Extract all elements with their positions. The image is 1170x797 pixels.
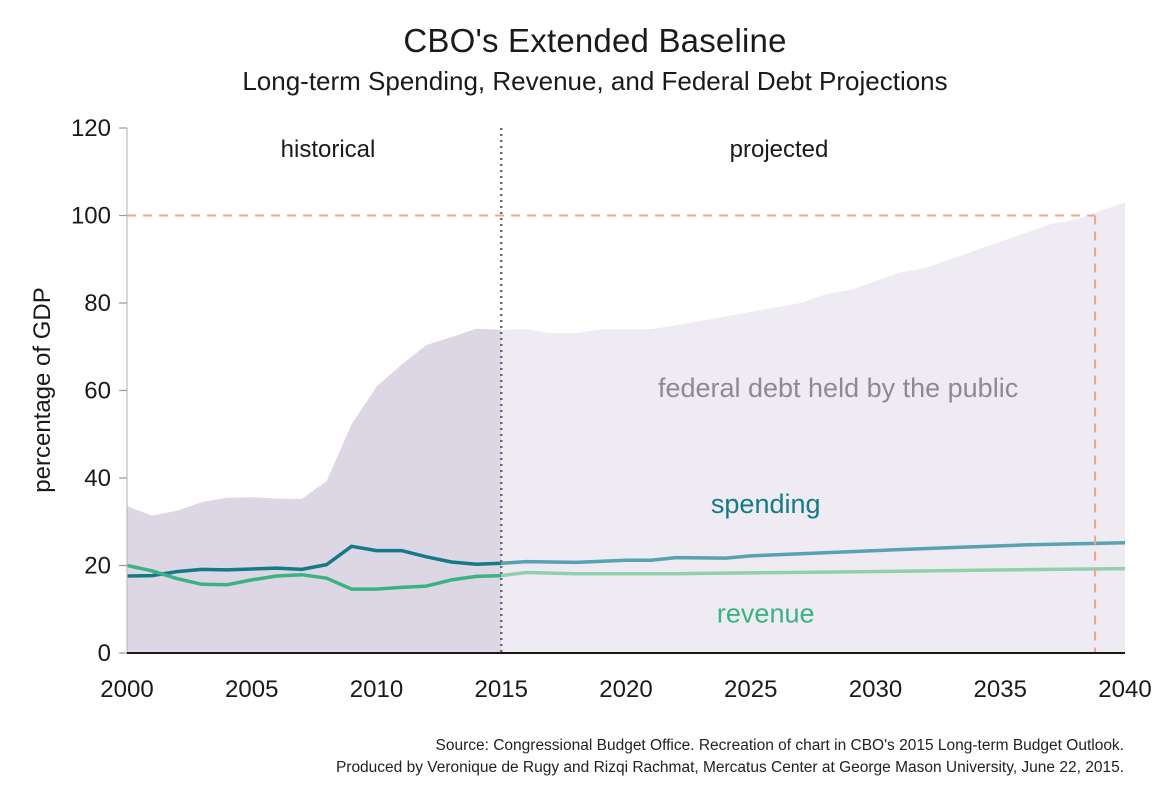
y-tick-label: 60 (84, 378, 111, 405)
region-label-historical: historical (281, 136, 376, 163)
debt-area-projected (501, 202, 1125, 653)
y-tick-label: 40 (84, 465, 111, 492)
y-tick-label: 20 (84, 553, 111, 580)
y-tick-label: 80 (84, 290, 111, 317)
chart-subtitle: Long-term Spending, Revenue, and Federal… (242, 66, 948, 96)
x-tick-label: 2040 (1098, 676, 1151, 703)
spending-line-historical (126, 544, 502, 578)
y-tick-label: 0 (98, 640, 111, 667)
x-tick-label: 2005 (225, 676, 278, 703)
spending-line-projected (501, 541, 1126, 566)
series-label-spending: spending (711, 489, 821, 519)
y-tick-label: 100 (71, 203, 111, 230)
series-label-federal-debt-held-by-the-public: federal debt held by the public (658, 373, 1018, 403)
labels-group: historical projected federal debt held by … (281, 136, 1019, 628)
series-label-revenue: revenue (717, 598, 815, 628)
guides-group (127, 128, 1097, 653)
x-tick-label: 2015 (475, 676, 528, 703)
x-tick-label: 2020 (599, 676, 652, 703)
x-tick-label: 2025 (724, 676, 777, 703)
revenue-line-projected (501, 566, 1126, 578)
x-tick-label: 2010 (350, 676, 403, 703)
x-tick-label: 2000 (100, 676, 153, 703)
y-axis-title: percentage of GDP (29, 287, 56, 492)
series-lines-group (126, 541, 1126, 591)
debt-area-historical (127, 328, 502, 653)
revenue-line-historical (126, 563, 502, 591)
chart-title: CBO's Extended Baseline (403, 22, 787, 59)
x-tick-label: 2030 (849, 676, 902, 703)
x-tick-label: 2035 (974, 676, 1027, 703)
source-line-1: Source: Congressional Budget Office. Rec… (435, 737, 1125, 754)
source-line-2: Produced by Veronique de Rugy and Rizqi … (335, 759, 1124, 776)
y-tick-label: 120 (71, 115, 111, 142)
source-note: Source: Congressional Budget Office. Rec… (336, 735, 1124, 779)
debt-area-group (127, 202, 1125, 653)
region-label-projected: projected (730, 136, 829, 163)
